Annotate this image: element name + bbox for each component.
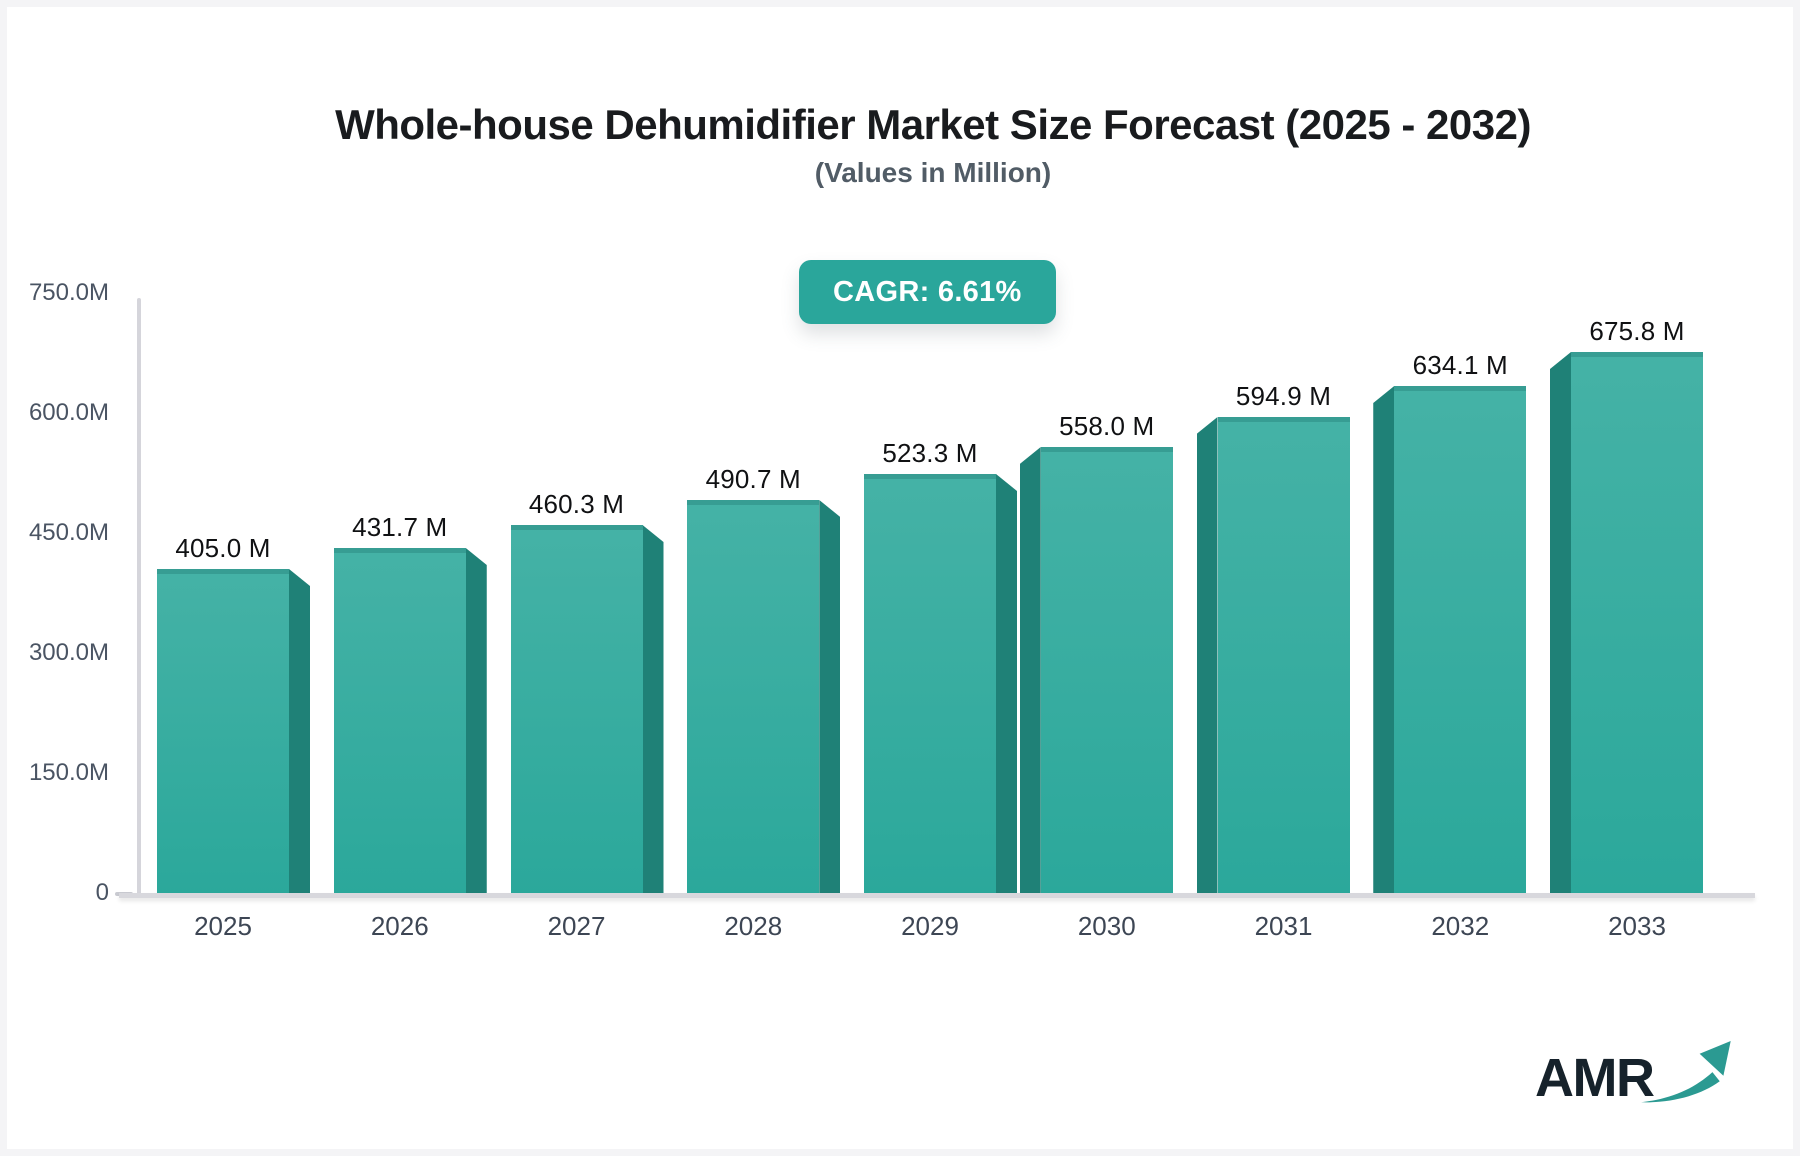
bar-side-face-2026[interactable] <box>465 548 487 893</box>
bar-2026[interactable] <box>333 548 466 893</box>
bar-2032[interactable] <box>1394 386 1527 893</box>
x-axis-label-2029: 2029 <box>901 911 959 941</box>
bar-2028[interactable] <box>687 500 820 893</box>
cagr-badge: CAGR: 6.61% <box>799 260 1056 324</box>
bar-2029[interactable] <box>864 474 996 893</box>
bar-side-face-2027[interactable] <box>642 525 664 893</box>
y-axis-line <box>137 298 141 895</box>
y-axis-tick-label: 0 <box>95 879 109 906</box>
bar-top-edge <box>1040 447 1173 452</box>
chart-subtitle: (Values in Million) <box>814 157 1052 188</box>
bar-value-label-2030: 558.0 M <box>1059 411 1155 441</box>
x-axis-label-2026: 2026 <box>370 911 429 941</box>
bar-value-label-2029: 523.3 M <box>882 438 978 468</box>
x-axis-label-2033: 2033 <box>1608 911 1666 941</box>
bar-value-label-2031: 594.9 M <box>1235 381 1332 411</box>
bar-2025[interactable] <box>157 569 289 893</box>
bar-value-label-2032: 634.1 M <box>1412 350 1508 380</box>
bar-top-edge <box>687 500 820 505</box>
bar-top-edge <box>1394 386 1527 391</box>
x-axis-label-2032: 2032 <box>1431 911 1490 941</box>
x-axis-line <box>119 893 1755 898</box>
bar-2030[interactable] <box>1040 447 1173 893</box>
bar-top-edge <box>157 569 289 574</box>
bar-side-face-2030[interactable] <box>1019 447 1041 893</box>
y-axis-tick-label: 300.0M <box>28 639 109 666</box>
cagr-label: CAGR: 6.61% <box>833 275 1022 308</box>
bar-top-edge <box>333 548 466 553</box>
chart-title: Whole-house Dehumidifier Market Size For… <box>335 101 1531 148</box>
bar-2031[interactable] <box>1217 417 1350 893</box>
bar-side-face-2032[interactable] <box>1373 386 1395 893</box>
bar-top-edge <box>1217 417 1350 422</box>
x-axis-label-2027: 2027 <box>547 911 606 941</box>
y-axis-tick-label: 450.0M <box>28 519 109 546</box>
x-axis-label-2025: 2025 <box>194 911 252 941</box>
bar-value-label-2026: 431.7 M <box>352 512 448 542</box>
bar-side-face-2033[interactable] <box>1550 352 1571 893</box>
bar-2027[interactable] <box>510 525 643 893</box>
bar-value-label-2033: 675.8 M <box>1589 316 1685 346</box>
bar-value-label-2027: 460.3 M <box>528 489 625 519</box>
x-axis-label-2030: 2030 <box>1077 911 1136 941</box>
x-axis-label-2028: 2028 <box>724 911 783 941</box>
growth-arrow-icon <box>1641 1041 1732 1103</box>
bar-side-face-2028[interactable] <box>819 500 841 893</box>
amr-logo: AMR <box>1535 1041 1732 1108</box>
bar-side-face-2031[interactable] <box>1196 417 1218 893</box>
bar-value-label-2028: 490.7 M <box>705 464 801 494</box>
bar-top-edge <box>1571 352 1703 357</box>
x-axis-label-2031: 2031 <box>1254 911 1313 941</box>
y-axis-tick-label: 150.0M <box>28 759 109 786</box>
bar-top-edge <box>864 474 996 479</box>
bar-side-face-2025[interactable] <box>289 569 310 893</box>
bar-top-edge <box>510 525 643 530</box>
bar-value-label-2025: 405.0 M <box>175 533 271 563</box>
bar-2033[interactable] <box>1571 352 1703 893</box>
bar-side-face-2029[interactable] <box>996 474 1017 893</box>
amr-logo-text: AMR <box>1535 1048 1655 1108</box>
y-axis-tick-label: 600.0M <box>28 399 109 426</box>
y-axis-tick-label: 750.0M <box>28 279 109 306</box>
